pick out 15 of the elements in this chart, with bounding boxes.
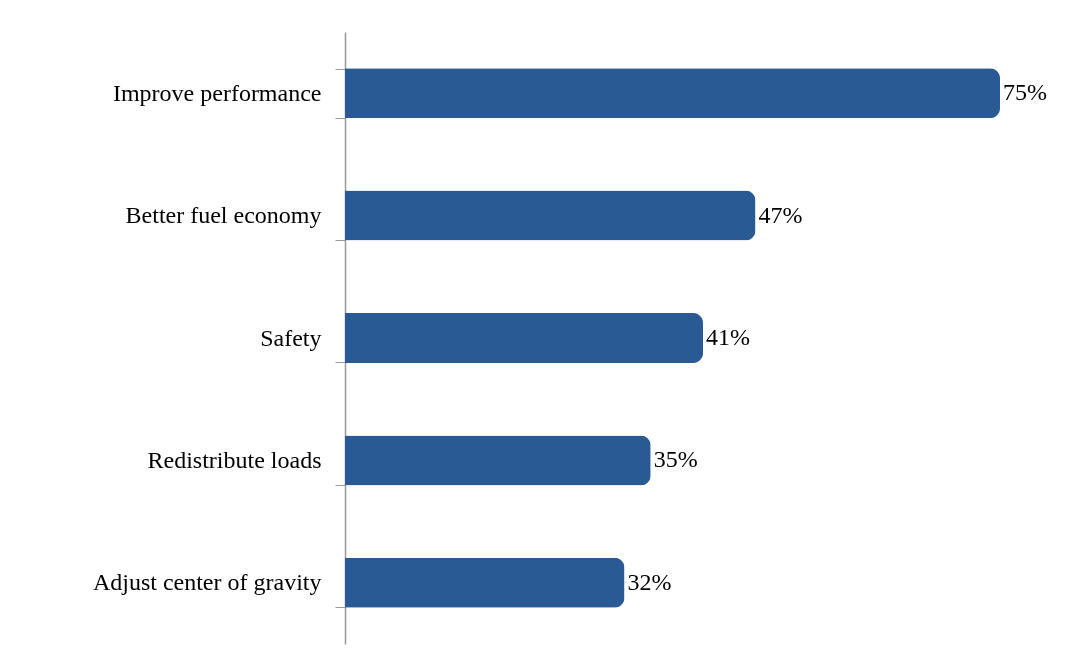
y-tick-label: Redistribute loads (147, 446, 322, 473)
data-label: 47% (758, 201, 803, 228)
data-label: 35% (653, 446, 698, 473)
bar (345, 557, 625, 608)
bar (345, 313, 704, 363)
data-label: 41% (706, 324, 751, 350)
bar (345, 435, 651, 486)
data-label: 75% (1003, 79, 1047, 106)
y-tick-label: Adjust center of gravity (92, 569, 322, 596)
bar (345, 68, 1000, 119)
bar (345, 190, 756, 241)
y-tick-label: Improve performance (112, 79, 322, 106)
y-tick-label: Safety (260, 324, 322, 351)
data-label: 32% (627, 568, 672, 595)
y-tick-label: Better fuel economy (125, 202, 322, 229)
